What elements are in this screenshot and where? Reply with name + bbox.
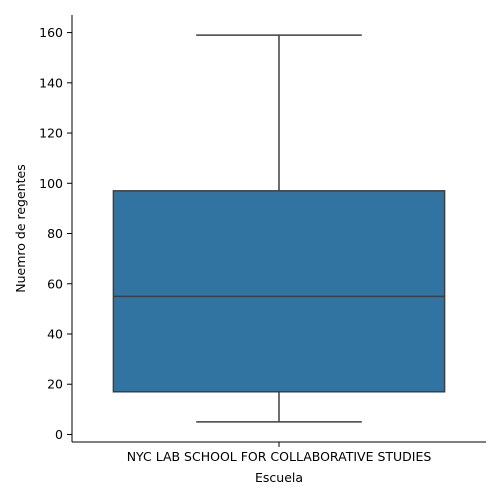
y-tick-label: 0: [55, 427, 63, 442]
y-tick-label: 80: [47, 226, 63, 241]
box-iqr: [112, 190, 446, 393]
y-axis-ticks: 0 20 40 60 80 100 120 140 160: [39, 25, 72, 442]
y-tick-label: 160: [39, 25, 63, 40]
y-tick-label: 60: [47, 276, 63, 291]
y-tick-label: 40: [47, 326, 63, 341]
x-tick-label: NYC LAB SCHOOL FOR COLLABORATIVE STUDIES: [127, 449, 432, 464]
x-axis-ticks: NYC LAB SCHOOL FOR COLLABORATIVE STUDIES: [127, 442, 432, 464]
y-tick-label: 100: [39, 176, 63, 191]
plot-area: [112, 34, 446, 423]
x-axis-label: Escuela: [255, 470, 303, 485]
y-axis-label: Nuemro de regentes: [13, 164, 28, 292]
y-tick-label: 140: [39, 75, 63, 90]
y-tick-label: 120: [39, 126, 63, 141]
y-tick-label: 20: [47, 377, 63, 392]
